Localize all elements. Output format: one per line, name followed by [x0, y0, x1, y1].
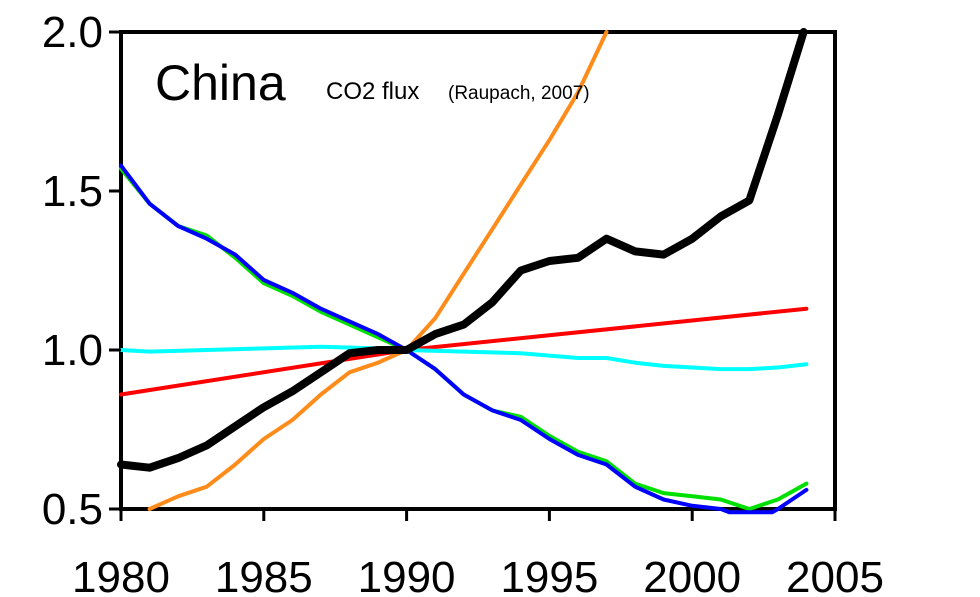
plot-frame	[119, 30, 837, 511]
series-line-3	[119, 163, 809, 515]
y-tick-label-1.5: 1.5	[42, 167, 103, 216]
x-tick-label-1980: 1980	[72, 553, 170, 597]
x-tick-label-1990: 1990	[358, 553, 456, 597]
x-tick-label-1985: 1985	[215, 553, 313, 597]
x-tick-label-2005: 2005	[786, 553, 884, 597]
series-line-4	[147, 30, 609, 511]
series-line-5	[117, 28, 808, 472]
series-line-1	[119, 344, 809, 372]
y-tick-label-2.0: 2.0	[42, 8, 103, 57]
x-tick-label-1995: 1995	[500, 553, 598, 597]
y-tick-label-1.0: 1.0	[42, 326, 103, 375]
x-tick-label-2000: 2000	[643, 553, 741, 597]
series-line-2	[119, 166, 809, 511]
y-tick-label-0.5: 0.5	[42, 485, 103, 534]
chart-title: China	[155, 55, 286, 111]
axis-layer: 1980 1985 1990 1995 2000 2005 0.5 1.0 1.5 2.0	[42, 8, 884, 597]
chart-subtitle: CO2 flux	[326, 78, 419, 105]
chart-citation: (Raupach, 2007)	[448, 83, 590, 104]
series-layer	[117, 28, 809, 515]
